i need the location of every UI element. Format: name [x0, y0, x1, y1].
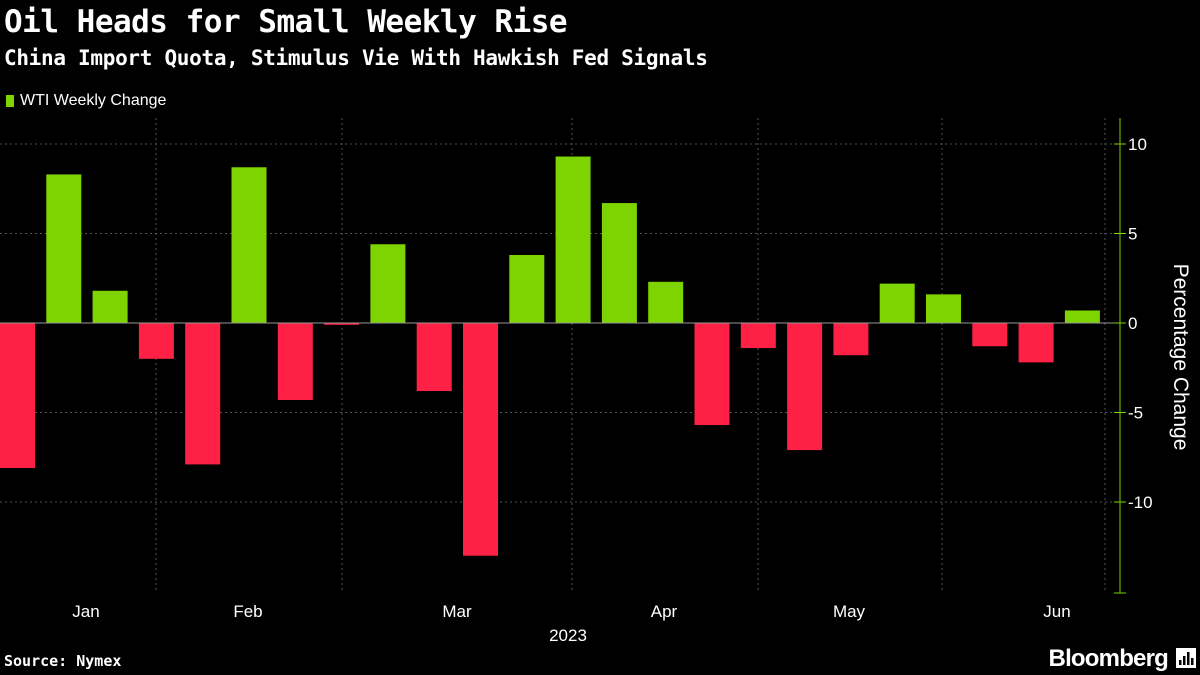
bar — [370, 244, 406, 323]
x-tick-label: Jun — [1043, 602, 1070, 621]
bar — [740, 323, 776, 349]
chart-title: Oil Heads for Small Weekly Rise — [4, 4, 568, 40]
bar — [231, 167, 267, 323]
chart-subtitle: China Import Quota, Stimulus Vie With Ha… — [4, 46, 708, 70]
bar — [1064, 310, 1100, 323]
bar — [555, 156, 591, 323]
x-tick-label: Feb — [233, 602, 262, 621]
bar — [694, 323, 730, 426]
bar — [1018, 323, 1054, 363]
bar — [787, 323, 823, 451]
bar — [972, 323, 1008, 347]
y-tick-label: 5 — [1128, 225, 1137, 244]
bar — [509, 254, 545, 323]
bar — [324, 323, 360, 325]
bar — [46, 174, 82, 323]
bar — [463, 323, 498, 556]
bar — [648, 281, 684, 323]
y-tick-label: -5 — [1128, 404, 1143, 423]
y-tick-label: -10 — [1128, 493, 1153, 512]
bar — [138, 323, 174, 359]
x-axis-year-label: 2023 — [549, 626, 587, 645]
bar — [926, 294, 961, 323]
bloomberg-logo: Bloomberg — [1048, 645, 1169, 672]
legend-label: WTI Weekly Change — [20, 92, 167, 109]
bar — [833, 323, 869, 356]
x-tick-label: Jan — [72, 602, 99, 621]
bar — [185, 323, 221, 465]
y-axis-label: Percentage Change — [1169, 264, 1192, 451]
source-note: Source: Nymex — [4, 652, 122, 670]
bar — [277, 323, 313, 400]
legend-swatch — [6, 95, 14, 107]
y-tick-label: 0 — [1128, 314, 1137, 333]
bloomberg-terminal-icon — [1176, 648, 1196, 668]
bar — [601, 203, 637, 323]
bar — [0, 323, 35, 468]
y-tick-label: 10 — [1128, 135, 1147, 154]
bar — [416, 323, 452, 392]
bar — [879, 283, 915, 323]
x-tick-label: Apr — [651, 602, 678, 621]
x-tick-label: May — [833, 602, 866, 621]
bar — [92, 290, 128, 323]
x-tick-label: Mar — [442, 602, 472, 621]
legend: WTI Weekly Change — [6, 92, 166, 110]
